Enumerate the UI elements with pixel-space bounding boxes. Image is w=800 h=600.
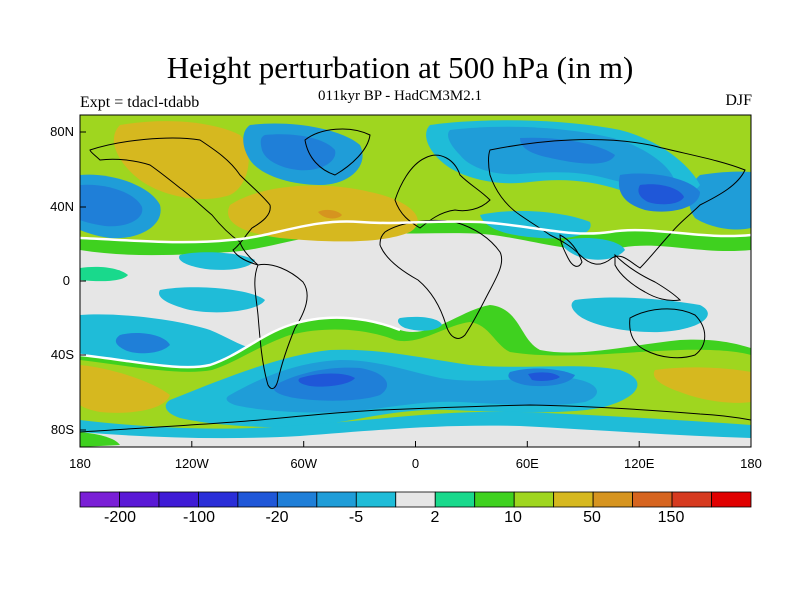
- lat-label: 80N: [50, 124, 74, 139]
- chart-title: Height perturbation at 500 hPa (in m): [166, 50, 634, 85]
- colorbar-label: -100: [183, 509, 215, 526]
- lon-label: 0: [412, 456, 419, 471]
- contour-arctic-amber: [318, 209, 342, 219]
- colorbar-label: -20: [265, 509, 288, 526]
- colorbar-swatch: [434, 491, 476, 508]
- zero-line-south: [80, 316, 401, 369]
- contour-south-pacific-blue: [115, 333, 170, 354]
- contour-south-gold-west: [80, 365, 170, 413]
- lon-label: 60E: [516, 456, 539, 471]
- lon-label: 180: [740, 456, 762, 471]
- season-label: DJF: [725, 92, 752, 109]
- lon-label: 120W: [175, 456, 210, 471]
- contour-south-pacific-cyan: [397, 316, 442, 331]
- colorbar-swatch: [513, 491, 555, 508]
- lat-label: 40S: [51, 347, 74, 362]
- contour-antarctic-grey: [80, 425, 751, 447]
- colorbar-label: -200: [104, 509, 136, 526]
- axis-ticks: [80, 131, 640, 447]
- colorbar-swatch: [119, 491, 160, 508]
- contour-trop-cyan-2: [159, 287, 265, 313]
- contour-zero-lines: [80, 220, 751, 369]
- experiment-label: Expt = tdacl-tdabb: [80, 94, 200, 111]
- lon-label: 120E: [624, 456, 655, 471]
- coast-europe: [394, 154, 491, 229]
- contour-pacific-darkblue: [80, 184, 143, 227]
- colorbar-label: 150: [658, 509, 685, 526]
- contour-arctic-gold: [113, 121, 249, 200]
- lon-labels: 180 120W 60W 0 60E 120E 180: [69, 456, 762, 471]
- contour-south-gold-east: [653, 367, 751, 403]
- coast-australia: [629, 308, 706, 359]
- colorbar-swatch: [198, 491, 239, 508]
- lat-labels: 80N 40N 0 40S 80S: [50, 124, 74, 437]
- colorbar-swatch: [355, 491, 397, 508]
- colorbar-label: 50: [583, 509, 601, 526]
- colorbar-swatch: [592, 491, 633, 508]
- contour-pacific-blue-east: [688, 171, 751, 230]
- contour-trop-cyan-3: [571, 297, 708, 333]
- colorbar-label: -5: [349, 509, 363, 526]
- lat-label: 80S: [51, 422, 74, 437]
- contour-greenland-darkblue: [260, 134, 336, 171]
- colorbar-swatch: [711, 491, 752, 508]
- coast-asia: [488, 139, 746, 269]
- coast-greenland: [304, 128, 371, 176]
- lat-label: 40N: [50, 199, 74, 214]
- colorbar-swatch: [276, 491, 318, 508]
- lon-label: 60W: [290, 456, 317, 471]
- colorbar-swatch: [553, 491, 594, 508]
- contour-eurasia-darkblue: [520, 137, 615, 164]
- contour-indian-ocean-deepblue: [528, 372, 560, 381]
- contour-antarctic-green: [80, 432, 120, 447]
- colorbar-swatch: [237, 491, 278, 508]
- lon-label: 180: [69, 456, 91, 471]
- colorbar-swatch: [395, 491, 436, 508]
- coast-india: [559, 234, 583, 267]
- contour-asia-darkblue: [638, 184, 684, 205]
- contour-southern-ocean-deepblue: [298, 373, 355, 387]
- colorbar-swatch: [632, 491, 673, 508]
- coast-south-america: [254, 263, 308, 390]
- colorbar-swatch: [474, 491, 515, 508]
- contour-trop-green: [80, 266, 128, 282]
- colorbar-label: 10: [504, 509, 522, 526]
- coast-antarctica: [80, 404, 751, 433]
- colorbar-label: 2: [431, 509, 440, 526]
- colorbar-swatch: [316, 491, 357, 508]
- coast-africa: [379, 219, 503, 339]
- colorbar-labels: -200 -100 -20 -5 2 10 50 150: [104, 509, 684, 526]
- coast-southeast-asia: [614, 253, 682, 301]
- lat-label: 0: [63, 273, 70, 288]
- colorbar-swatch: [79, 491, 120, 508]
- colorbar: [79, 491, 752, 508]
- coast-north-america: [89, 137, 271, 266]
- chart-subtitle: 011kyr BP - HadCM3M2.1: [318, 88, 482, 104]
- contour-field: [80, 115, 751, 447]
- colorbar-swatch: [671, 491, 712, 508]
- zero-line-north: [80, 220, 751, 244]
- contour-trop-cyan-1: [179, 252, 255, 270]
- coastlines: [80, 128, 751, 433]
- colorbar-swatch: [158, 491, 199, 508]
